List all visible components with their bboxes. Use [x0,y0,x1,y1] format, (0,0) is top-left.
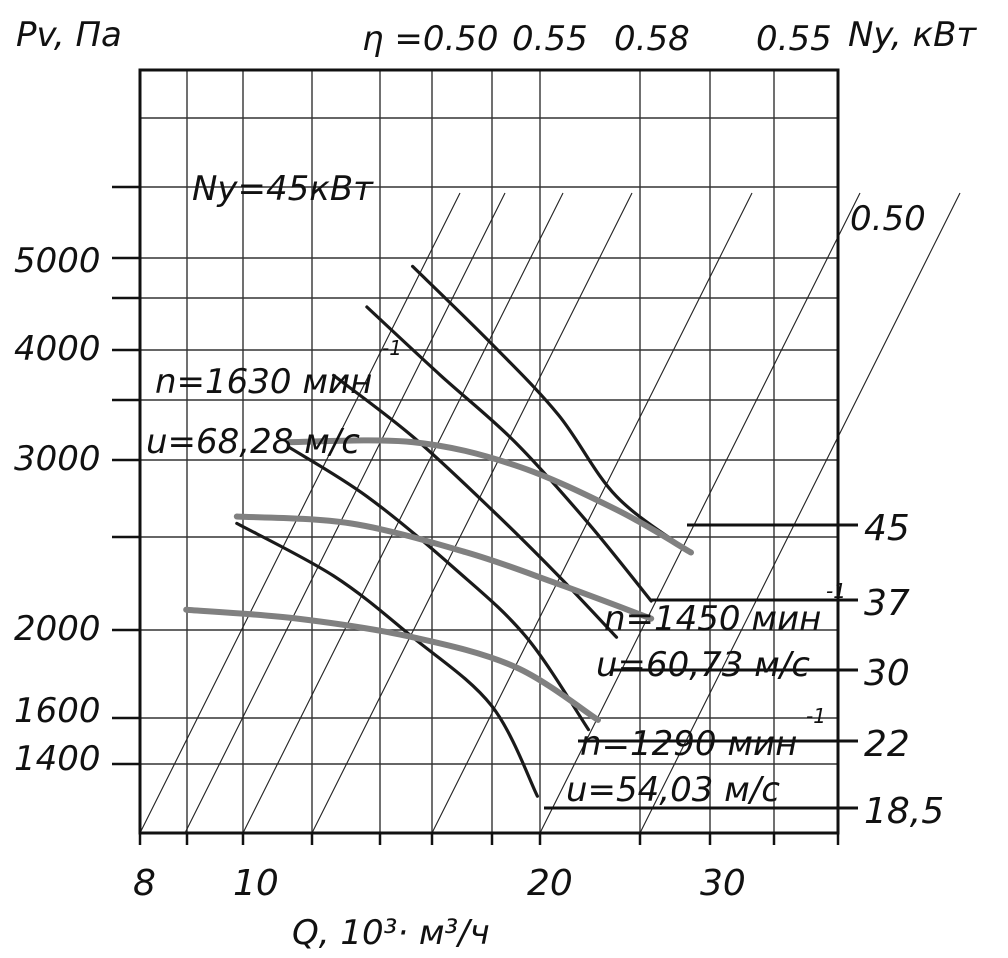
efficiency-label: 0.55 [512,19,588,59]
speed-label-exp: -1 [826,579,846,603]
speed-labels: n=1630 мин -1 u=68,28 м/с n=1450 мин -1 … [146,336,846,810]
speed-label-n: n=1630 мин [155,362,372,402]
efficiency-label: 0.58 [614,19,690,59]
y-tick-label: 1400 [14,739,101,779]
pressure-curve [411,264,693,555]
pressure-curve [332,373,619,639]
y-tick-label: 2000 [14,609,101,649]
y-tick-label: 1600 [14,691,101,731]
speed-label-exp: -1 [382,336,402,360]
pressure-curve [365,305,653,603]
speed-label-n: n=1290 мин [580,724,797,764]
speed-curve [183,606,601,723]
power-level-label: 22 [864,724,910,765]
y-tick-label: 3000 [14,439,101,479]
efficiency-ray [431,192,753,834]
x-axis-label: Q, 10³· м³/ч [292,913,490,953]
efficiency-ray [639,192,961,834]
efficiency-labels: η =0.50 0.55 0.58 0.55 0.50 [362,19,926,239]
efficiency-label: 0.55 [756,19,832,59]
y-axis-label: Pv, Па [16,15,122,55]
power-level-label: 30 [864,653,910,694]
speed-label-u: u=68,28 м/с [146,422,360,462]
axis-ticks: 8 10 20 30 1400 1600 2000 3000 4000 5000 [14,185,840,904]
y2-axis-label: Ny, кВт [848,15,977,55]
power-curve-label: Ny=45кВт [192,169,374,209]
y-tick-label: 4000 [14,329,101,369]
x-tick-label: 20 [527,863,573,904]
power-lines: 45 37 30 22 18,5 [544,508,944,832]
efficiency-lines [139,192,961,834]
plot-area-frame [138,68,840,835]
efficiency-label: η =0.50 [362,19,499,59]
y-tick-label: 5000 [14,241,101,281]
x-tick-label: 10 [233,863,279,904]
speed-label-n: n=1450 мин [604,599,821,639]
x-tick-label: 8 [133,863,156,904]
efficiency-ray [139,192,461,834]
power-level-label: 37 [864,583,910,624]
efficiency-ray [311,192,633,834]
performance-curves [183,264,694,798]
x-tick-label: 30 [700,863,746,904]
power-level-label: 45 [864,508,910,549]
speed-curve [233,513,655,622]
efficiency-label: 0.50 [850,199,926,239]
speed-label-exp: -1 [806,704,826,728]
grid [140,70,838,833]
speed-label-u: u=60,73 м/с [596,645,810,685]
speed-label-u: u=54,03 м/с [566,770,780,810]
efficiency-ray [242,192,564,834]
power-level-label: 18,5 [864,791,944,832]
pressure-curve [288,446,591,732]
speed-curve [286,437,694,556]
efficiency-ray [539,192,861,834]
efficiency-ray [184,192,506,834]
